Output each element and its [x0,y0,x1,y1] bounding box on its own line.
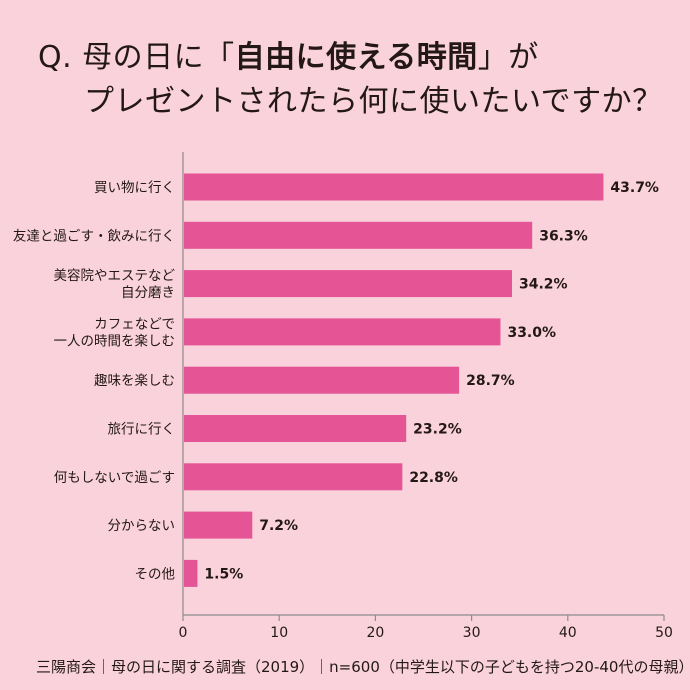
x-tick-label: 30 [463,625,481,641]
bar [184,318,501,346]
category-label: 趣味を楽しむ [94,373,175,389]
title-text-before: 母の日に [82,40,205,75]
title-bracket-open: 「 [204,40,235,75]
bar-value-label: 43.7% [610,180,659,196]
title-emphasis: 自由に使える時間 [234,40,478,75]
bar [184,559,198,587]
bar [184,366,460,394]
category-label: カフェなどで一人の時間を楽しむ [54,316,176,349]
category-label: 旅行に行く [108,422,176,438]
bar [184,221,533,249]
category-label-line: 一人の時間を楽しむ [54,333,176,349]
category-label-line: 分からない [108,518,176,534]
x-tick-label: 50 [655,625,673,641]
source-footnote: 三陽商会｜母の日に関する調査（2019）｜n=600（中学生以下の子どもを持つ2… [36,658,690,676]
bar [184,463,403,491]
category-label: 買い物に行く [94,180,175,196]
category-label: その他 [135,566,176,582]
bar-value-label: 1.5% [204,566,243,582]
category-label: 友達と過ごす・飲みに行く [13,228,175,244]
bar [184,173,604,201]
bar [184,415,407,442]
title-line-2: プレゼントされたら何に使いたいですか？ [84,84,663,119]
x-tick-label: 0 [179,625,188,641]
bar [184,270,513,298]
category-label-line: カフェなどで [94,316,175,332]
title-text-after: が [508,40,539,75]
category-label-line: 友達と過ごす・飲みに行く [13,228,175,244]
bar-value-label: 34.2% [519,277,568,293]
category-label-line: 美容院やエステなど [54,267,176,284]
category-label-line: 旅行に行く [108,422,176,438]
category-label: 分からない [108,518,176,534]
question-mark-label: Q. [38,40,73,75]
category-label-line: 自分磨き [121,285,175,301]
category-label-line: 何もしないで過ごす [54,470,175,486]
bar-value-label: 33.0% [507,325,556,341]
title-bracket-close: 」 [477,40,509,75]
x-tick-label: 10 [270,625,288,641]
bar-value-label: 28.7% [466,373,515,389]
bar-value-label: 23.2% [413,422,462,438]
category-label: 何もしないで過ごす [54,470,175,486]
bar-value-label: 36.3% [539,228,588,244]
x-tick-label: 20 [366,625,384,641]
bar-value-label: 7.2% [259,518,298,534]
x-tick-label: 40 [559,625,577,641]
bar-value-label: 22.8% [409,470,458,486]
category-label: 美容院やエステなど自分磨き [54,267,176,301]
category-label-line: 趣味を楽しむ [94,373,175,389]
title-line-1: Q. 母の日に「自由に使える時間」が [38,36,678,80]
chart-title: Q. 母の日に「自由に使える時間」が プレゼントされたら何に使いたいですか？ [38,36,678,124]
bar-chart: 0 10 20 30 40 50 43.7% 買い物に行く 36.3% 友達と過ごす・飲みに行く 3… [13,152,673,641]
category-label-line: その他 [135,566,176,582]
category-label-line: 買い物に行く [94,180,175,196]
bar [184,511,253,539]
